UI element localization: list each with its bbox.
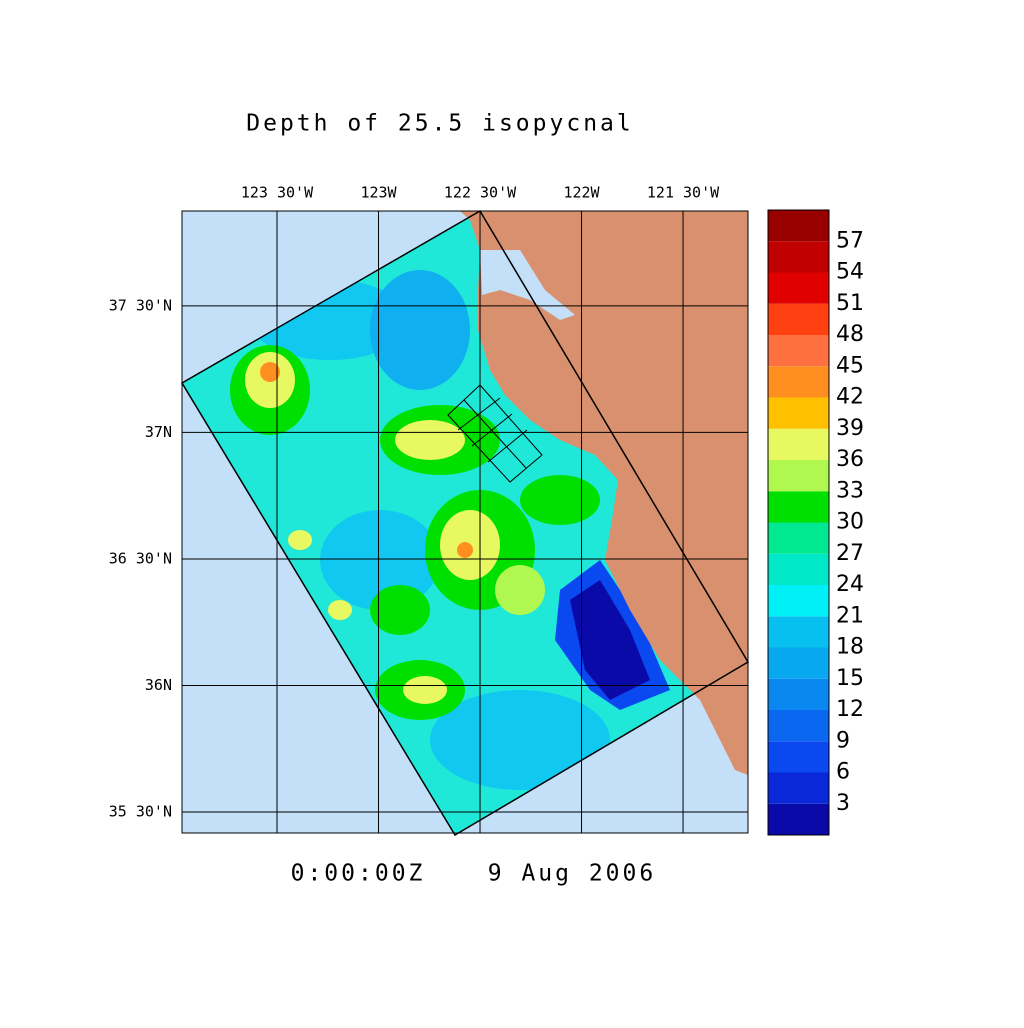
colorbar-label: 36 [836, 447, 864, 472]
colorbar-box [768, 241, 829, 273]
colorbar-label: 45 [836, 353, 864, 378]
latitude-label: 36 30'N [109, 549, 172, 567]
colorbar-box [768, 553, 829, 585]
colorbar-label: 39 [836, 416, 864, 441]
colorbar-box [768, 803, 829, 835]
colorbar-box [768, 741, 829, 773]
colorbar-box [768, 428, 829, 460]
colorbar-label: 54 [836, 260, 864, 285]
colorbar-box [768, 397, 829, 429]
colorbar-box [768, 272, 829, 304]
latitude-label: 37N [145, 423, 172, 441]
colorbar-box [768, 678, 829, 710]
colorbar-label: 18 [836, 635, 864, 660]
time-label: 0:00:00Z [291, 861, 426, 887]
colorbar-box [768, 460, 829, 492]
bay [480, 250, 575, 320]
colorbar-label: 21 [836, 603, 864, 628]
colorbar-box [768, 647, 829, 679]
colorbar-box [768, 522, 829, 554]
colorbar-box [768, 335, 829, 367]
longitude-label: 121 30'W [647, 184, 720, 202]
colorbar-label: 33 [836, 478, 864, 503]
colorbar-label: 3 [836, 791, 850, 816]
colorbar-box [768, 585, 829, 617]
colorbar-box [768, 616, 829, 648]
colorbar-label: 30 [836, 510, 864, 535]
colorbar-box [768, 491, 829, 523]
date-label: 9 Aug 2006 [488, 861, 656, 887]
colorbar-box [768, 710, 829, 742]
colorbar-label: 9 [836, 728, 850, 753]
colorbar-box [768, 366, 829, 398]
latitude-label: 37 30'N [109, 296, 172, 314]
colorbar-label: 27 [836, 541, 864, 566]
longitude-label: 123 30'W [241, 184, 314, 202]
colorbar-frame [767, 209, 830, 836]
latitude-label: 35 30'N [109, 802, 172, 820]
colorbar-box [768, 210, 829, 242]
colorbar-box [768, 303, 829, 335]
colorbar-label: 6 [836, 760, 850, 785]
colorbar-label: 42 [836, 385, 864, 410]
colorbar-label: 57 [836, 228, 864, 253]
colorbar-label: 51 [836, 291, 864, 316]
graticule [182, 211, 748, 833]
title: Depth of 25.5 isopycnal [246, 111, 634, 137]
longitude-label: 122 30'W [444, 184, 517, 202]
colorbar-label: 48 [836, 322, 864, 347]
colorbar-label: 12 [836, 697, 864, 722]
land [460, 211, 748, 775]
colorbar-label: 15 [836, 666, 864, 691]
colorbar-label: 24 [836, 572, 864, 597]
longitude-label: 122W [563, 184, 600, 202]
longitude-label: 123W [360, 184, 397, 202]
map-frame [181, 210, 749, 834]
latitude-label: 36N [145, 676, 172, 694]
colorbar-box [768, 772, 829, 804]
nested-grid [447, 384, 543, 483]
